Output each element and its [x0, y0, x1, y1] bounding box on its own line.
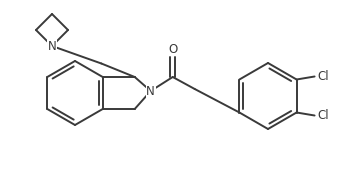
Text: O: O	[168, 42, 177, 55]
Text: Cl: Cl	[318, 109, 329, 122]
Text: N: N	[48, 39, 57, 52]
Text: N: N	[146, 84, 155, 97]
Text: Cl: Cl	[318, 70, 329, 83]
